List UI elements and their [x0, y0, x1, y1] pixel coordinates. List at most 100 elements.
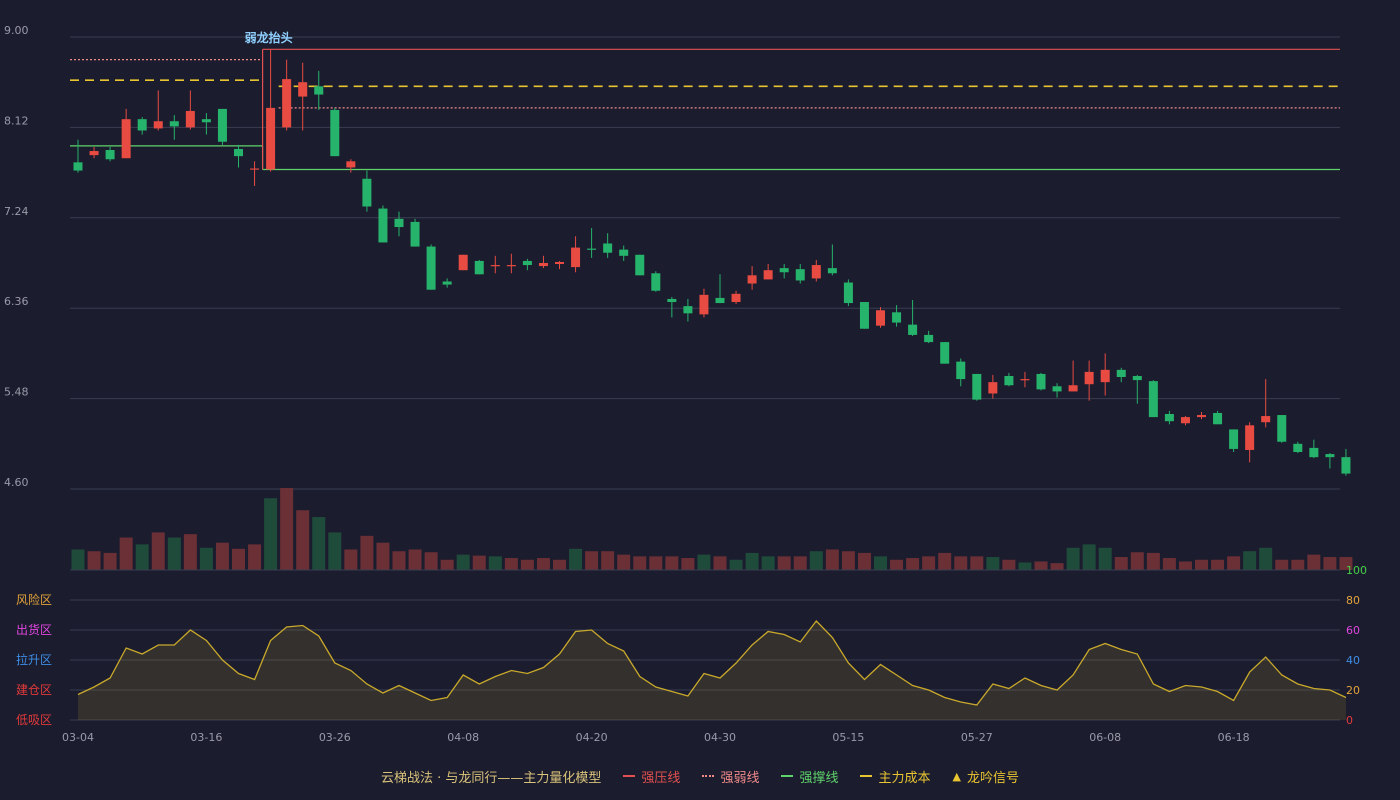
candle-body: [699, 294, 709, 315]
candle-body: [1309, 447, 1319, 458]
candle-body: [266, 107, 276, 170]
candle-body: [972, 373, 982, 400]
volume-bar: [1130, 552, 1144, 570]
volume-bar: [585, 551, 599, 570]
osc-tick-label: 40: [1346, 654, 1360, 667]
candle-body: [587, 248, 597, 250]
x-tick-label: 05-15: [832, 731, 864, 744]
volume-bar: [312, 517, 326, 570]
candle-body: [282, 79, 292, 128]
legend-label-signal: 龙吟信号: [966, 770, 1019, 786]
volume-bar: [1227, 556, 1241, 570]
volume-bar: [825, 549, 839, 570]
candle-body: [1293, 443, 1303, 453]
volume-bar: [1339, 557, 1353, 570]
x-tick-label: 03-16: [190, 731, 222, 744]
legend-item-resistance[interactable]: 强压线: [623, 767, 680, 786]
volume-bar: [1146, 552, 1160, 570]
volume-bar: [970, 556, 984, 570]
candle-body: [843, 282, 853, 304]
candle-body: [1148, 381, 1158, 418]
legend-label-support: 强撑线: [799, 770, 839, 786]
volume-bar: [906, 558, 920, 570]
candle-body: [201, 119, 211, 123]
volume-bar: [232, 548, 245, 570]
volume-bar: [1082, 544, 1096, 570]
candle-body: [217, 108, 227, 142]
osc-area: [78, 621, 1346, 720]
volume-bar: [745, 552, 759, 570]
candle-body: [1261, 416, 1271, 423]
candle-body: [619, 249, 629, 256]
legend-title-text: 云梯战法 · 与龙同行——主力量化模型: [381, 770, 602, 786]
volume-bar: [264, 498, 278, 570]
legend-item-signal[interactable]: ▲ 龙吟信号: [952, 767, 1018, 786]
price-tick-label: 6.36: [4, 295, 29, 308]
candle-body: [683, 306, 693, 314]
volume-bar: [1307, 554, 1321, 570]
candle-body: [667, 298, 677, 303]
candle-body: [1341, 457, 1351, 474]
osc-tick-label: 20: [1346, 684, 1360, 697]
candle-body: [442, 281, 452, 285]
candle-body: [892, 312, 902, 323]
candle-body: [1052, 386, 1062, 392]
volume-bar: [488, 556, 502, 570]
volume-bar: [360, 535, 374, 570]
candle-body: [603, 243, 613, 253]
candle-body: [795, 269, 805, 281]
candle-body: [378, 208, 388, 243]
legend: 云梯战法 · 与龙同行——主力量化模型 强压线 强弱线 强撑线 主力成本 ▲ 龙…: [0, 764, 1400, 788]
candle-body: [490, 265, 500, 267]
volume-bar: [697, 554, 711, 570]
candle-body: [763, 270, 773, 280]
volume-bar: [793, 556, 807, 570]
volume-bar: [440, 559, 454, 570]
volume-bar: [1291, 559, 1305, 570]
legend-item-cost[interactable]: 主力成本: [860, 767, 930, 786]
volume-bar: [601, 551, 615, 570]
osc-zone-label: 拉升区: [16, 652, 52, 667]
candle-body: [410, 221, 420, 247]
volume-bar: [520, 559, 534, 570]
legend-item-support[interactable]: 强撑线: [781, 767, 838, 786]
volume-bar: [135, 544, 149, 570]
volume-bar: [1034, 561, 1048, 570]
volume-bar: [569, 548, 583, 570]
price-tick-label: 7.24: [4, 205, 29, 218]
candle-body: [137, 119, 147, 131]
candle-body: [250, 168, 260, 170]
volume-bar: [617, 554, 631, 570]
legend-item-strength[interactable]: 强弱线: [702, 767, 759, 786]
volume-bar: [681, 558, 695, 570]
candle-body: [506, 265, 516, 267]
candle-body: [73, 162, 83, 171]
candle-body: [988, 382, 998, 394]
volume-bar: [1178, 561, 1192, 570]
candle-body: [1036, 373, 1046, 390]
volume-bar: [472, 555, 486, 570]
volume-bar: [167, 537, 181, 570]
candle-body: [522, 260, 532, 266]
osc-tick-label: 100: [1346, 564, 1367, 577]
x-tick-label: 03-04: [62, 731, 94, 744]
osc-zone-label: 风险区: [16, 592, 52, 607]
volume-bar: [713, 556, 727, 570]
volume-bar: [199, 547, 213, 570]
candle-body: [1180, 417, 1190, 424]
legend-label-cost: 主力成本: [878, 770, 931, 786]
volume-bar: [1002, 559, 1016, 570]
price-tick-label: 8.12: [4, 114, 29, 127]
legend-label-resistance: 强压线: [641, 770, 681, 786]
volume-bar: [536, 558, 550, 570]
volume-bar: [857, 552, 871, 570]
volume-bar: [633, 556, 647, 570]
volume-bar: [1195, 559, 1208, 570]
candle-body: [346, 161, 356, 168]
candle-body: [635, 254, 645, 276]
volume-bar: [87, 551, 101, 570]
candle-body: [1213, 412, 1223, 425]
volume-bar: [328, 532, 342, 570]
volume-bar: [280, 488, 294, 570]
candle-body: [1068, 385, 1078, 392]
